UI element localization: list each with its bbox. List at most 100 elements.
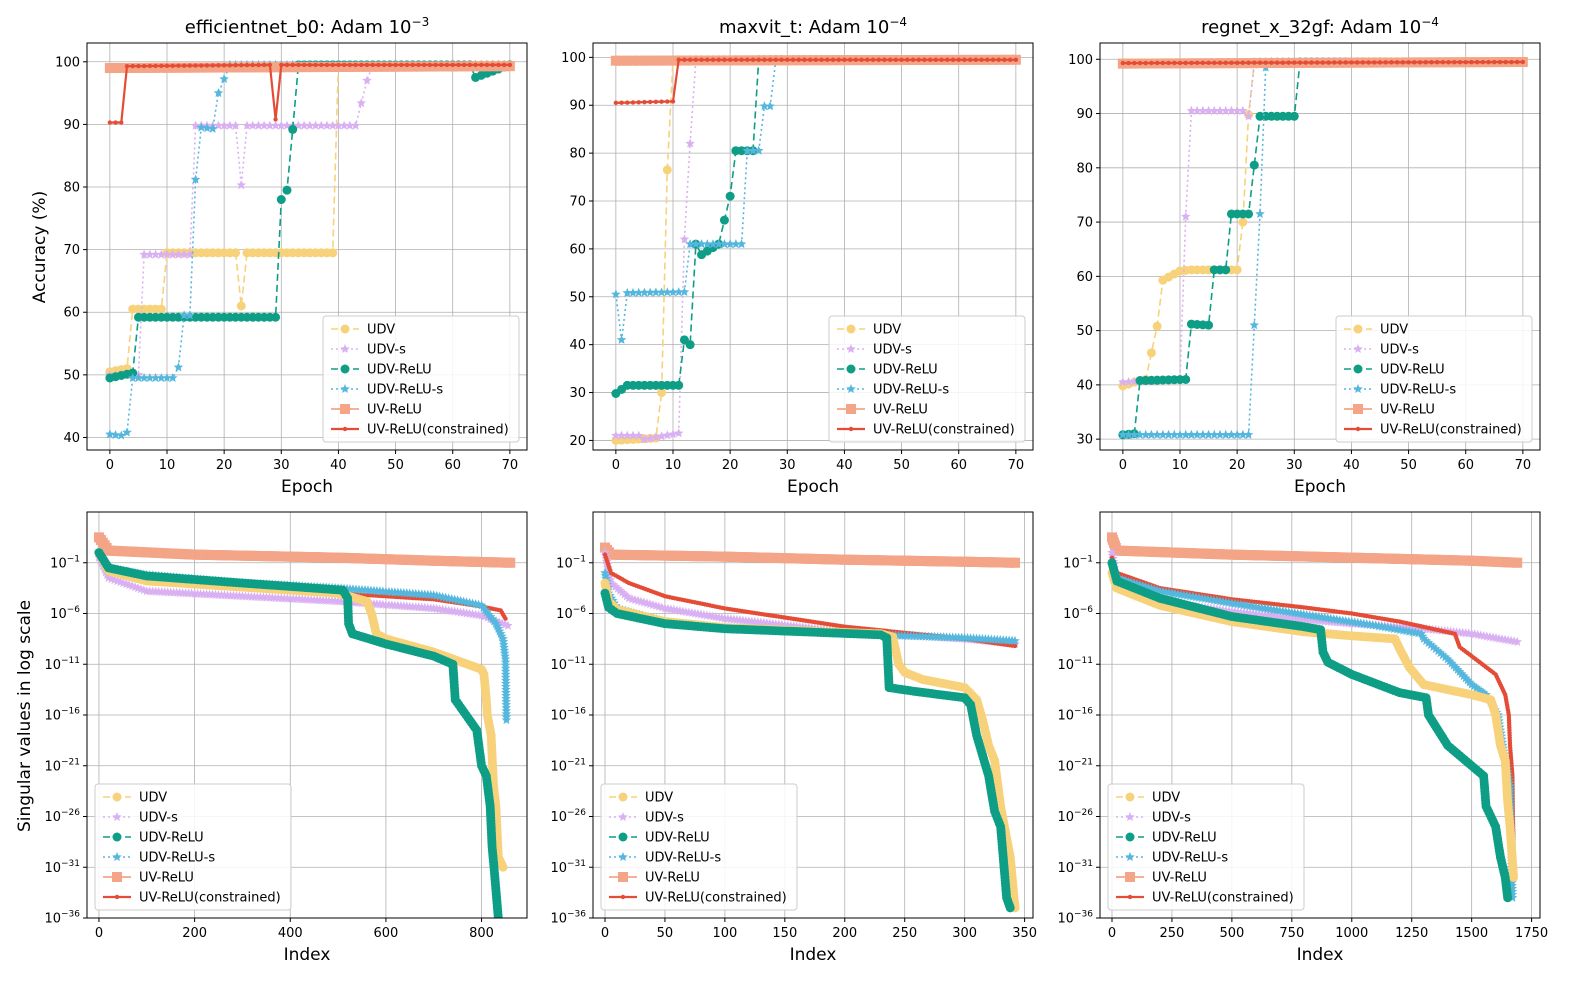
data-point (1212, 60, 1217, 66)
data-point (399, 62, 404, 68)
data-point (307, 62, 313, 68)
data-point (236, 180, 246, 190)
series-line (109, 64, 510, 373)
data-point (639, 434, 650, 444)
legend: UDVUDV-sUDV-ReLUUDV-ReLU-sUV-ReLUUV-ReLU… (1107, 783, 1305, 911)
data-point (225, 120, 235, 130)
data-point (236, 62, 247, 73)
legend-label: UDV-ReLU (645, 831, 710, 846)
legend-marker (1125, 792, 1135, 802)
data-point (1360, 60, 1366, 65)
data-point (461, 62, 467, 68)
x-tick-label: 50 (657, 926, 674, 941)
data-point (651, 287, 661, 297)
legend-label: UDV (1380, 323, 1408, 338)
y-tick-label: 70 (569, 195, 586, 210)
data-point (1204, 320, 1214, 330)
legend-label: UDV-s (873, 343, 912, 358)
legend-marker (1353, 384, 1363, 393)
legend-marker (1353, 404, 1363, 414)
data-point (679, 234, 690, 244)
y-tick-label: 10−26 (550, 808, 586, 825)
data-point (156, 373, 166, 382)
data-point (253, 120, 264, 130)
data-point (173, 249, 184, 259)
y-tick-label: 80 (63, 181, 80, 196)
data-point (1152, 429, 1162, 439)
x-tick-label: 10 (159, 458, 176, 473)
legend-marker (112, 832, 122, 842)
series-line (615, 59, 1016, 441)
data-point (1244, 209, 1254, 219)
chart-panel-4: 0 200 400 600 80010−110−610−1110−1610−2110−2… (44, 511, 528, 965)
data-point (1326, 60, 1331, 65)
data-point (179, 310, 189, 320)
data-point (819, 57, 824, 62)
data-point (1257, 60, 1263, 65)
legend-marker (1353, 364, 1363, 374)
data-point (250, 62, 255, 68)
y-tick-label: 10−6 (556, 605, 586, 622)
data-point (287, 62, 298, 73)
legend-label: UDV-ReLU (873, 363, 938, 378)
x-tick-label: 50 (387, 458, 404, 473)
bottom-row-ylabel: Singular values in log scale (15, 600, 35, 832)
data-point (1118, 377, 1128, 387)
data-point (216, 63, 221, 68)
data-point (236, 301, 246, 311)
data-point (807, 57, 813, 62)
data-point (1337, 60, 1343, 65)
chart-panel-1: 0 10 20 30 40 50 60 70405060708090100Epocheffic… (55, 15, 528, 497)
data-point (1463, 59, 1468, 65)
legend-label: UDV-ReLU (367, 363, 432, 378)
legend-box (828, 315, 1026, 443)
data-point (496, 62, 501, 68)
data-point (179, 249, 189, 259)
data-point (1469, 59, 1474, 65)
data-point (288, 124, 298, 134)
data-point (685, 239, 695, 249)
data-point (1183, 60, 1188, 66)
data-point (1512, 636, 1522, 646)
legend-label: UV-ReLU (139, 871, 194, 886)
y-tick-label: 10−16 (550, 707, 586, 724)
x-tick-label: 70 (1008, 458, 1025, 473)
chart-panels: 0 10 20 30 40 50 60 70405060708090100Epocheffic… (44, 15, 1548, 965)
data-point (1186, 105, 1197, 115)
x-tick-label: 30 (273, 458, 290, 473)
data-point (1497, 59, 1503, 65)
x-tick-label: 40 (1343, 458, 1360, 473)
data-point (370, 62, 375, 68)
data-point (181, 63, 187, 68)
legend-marker (1125, 852, 1135, 861)
data-point (645, 55, 656, 66)
data-point (634, 287, 644, 297)
data-point (196, 122, 206, 132)
data-point (1514, 59, 1520, 65)
y-tick-label: 10−11 (1057, 656, 1093, 673)
data-point (691, 239, 701, 249)
axes-frame (86, 42, 528, 451)
data-point (113, 120, 118, 125)
legend-box (94, 783, 292, 911)
x-tick-label: 100 (712, 926, 737, 941)
data-point (168, 373, 178, 382)
x-tick-label: 1750 (1515, 926, 1548, 941)
data-point (1249, 320, 1259, 330)
x-tick-label: 250 (1160, 926, 1185, 941)
data-point (1189, 60, 1194, 66)
data-point (865, 57, 870, 62)
legend-marker (340, 344, 350, 353)
data-point (785, 57, 790, 62)
legend-label: UV-ReLU(constrained) (139, 891, 281, 906)
data-point (1203, 429, 1214, 439)
data-point (110, 63, 121, 74)
legend-label: UDV (367, 323, 395, 338)
data-point (1152, 321, 1162, 331)
legend-label: UDV-ReLU (1152, 831, 1217, 846)
y-tick-label: 90 (569, 99, 586, 114)
data-point (725, 239, 735, 249)
data-point (473, 62, 478, 68)
data-point (882, 57, 887, 62)
data-point (725, 191, 735, 201)
